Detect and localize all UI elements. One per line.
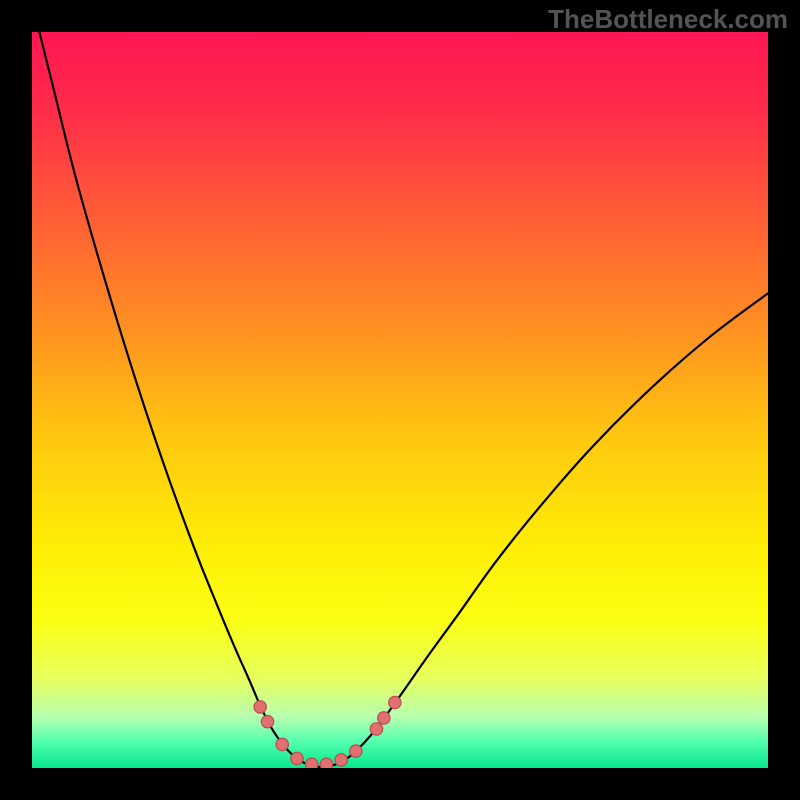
curve-marker bbox=[254, 701, 266, 713]
watermark-text: TheBottleneck.com bbox=[548, 4, 788, 35]
curve-marker bbox=[291, 752, 303, 764]
curve-marker bbox=[276, 738, 288, 750]
bottleneck-chart bbox=[0, 0, 800, 800]
curve-marker bbox=[335, 754, 347, 766]
curve-marker bbox=[378, 712, 390, 724]
curve-marker bbox=[261, 715, 273, 727]
curve-marker bbox=[389, 696, 401, 708]
curve-marker bbox=[370, 723, 382, 735]
curve-marker bbox=[350, 745, 362, 757]
